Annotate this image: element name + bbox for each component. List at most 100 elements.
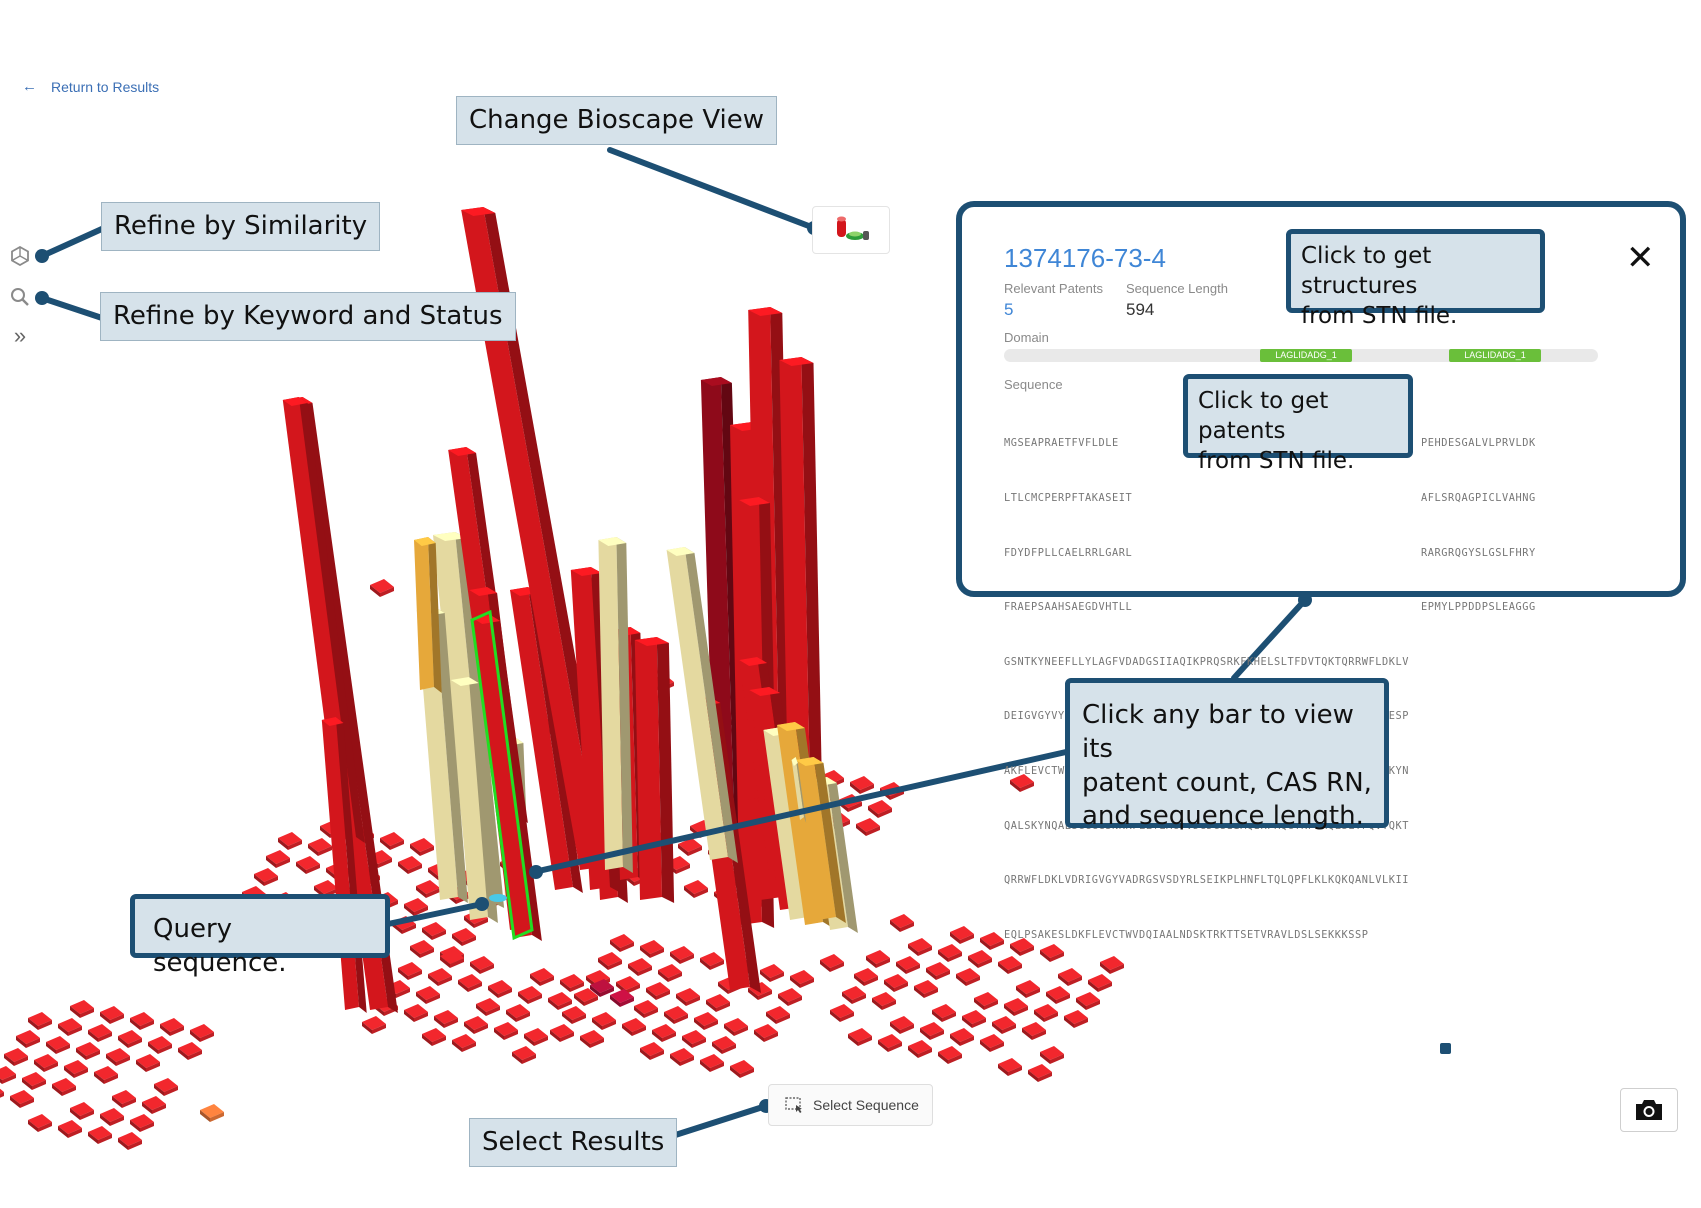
floor-tile[interactable] [700,952,724,970]
floor-tile[interactable] [938,1046,962,1064]
floor-tile[interactable] [88,1024,112,1042]
floor-tile[interactable] [1076,992,1100,1010]
domain-pill[interactable]: LAGLIDADG_1 [1260,349,1352,362]
floor-tile[interactable] [148,1036,172,1054]
floor-tile[interactable] [512,1046,536,1064]
query-sequence-highlight[interactable] [470,609,534,941]
floor-tile[interactable] [1088,974,1112,992]
select-sequence-button[interactable]: Select Sequence [768,1084,933,1126]
domain-pill[interactable]: LAGLIDADG_1 [1449,349,1541,362]
floor-tile[interactable] [28,1114,52,1132]
floor-tile[interactable] [160,1018,184,1036]
floor-tile[interactable] [868,800,892,818]
floor-tile[interactable] [1040,1046,1064,1064]
floor-tile[interactable] [398,962,422,980]
floor-tile[interactable] [628,958,652,976]
floor-tile[interactable] [58,1120,82,1138]
floor-tile[interactable] [404,898,428,916]
floor-tile[interactable] [592,1012,616,1030]
floor-tile[interactable] [854,968,878,986]
return-to-results-link[interactable]: ← Return to Results [22,78,159,95]
change-bioscape-view-button[interactable] [812,206,890,254]
floor-tile[interactable] [452,928,476,946]
sequence-bar[interactable] [666,547,738,863]
floor-tile[interactable] [872,992,896,1010]
floor-tile[interactable] [254,868,278,886]
floor-tile[interactable] [548,992,572,1010]
floor-tile[interactable] [646,982,670,1000]
floor-tile[interactable] [94,1066,118,1084]
floor-tile[interactable] [896,956,920,974]
floor-tile[interactable] [416,880,440,898]
floor-tile[interactable] [992,1016,1016,1034]
floor-tile[interactable] [640,1042,664,1060]
floor-tile[interactable] [1022,1022,1046,1040]
floor-tile[interactable] [530,968,554,986]
floor-tile[interactable] [908,938,932,956]
floor-tile[interactable] [422,1028,446,1046]
floor-tile[interactable] [790,970,814,988]
floor-tile[interactable] [76,1042,100,1060]
floor-tile[interactable] [850,776,874,794]
floor-tile[interactable] [550,1024,574,1042]
floor-tile[interactable] [434,1010,458,1028]
floor-tile[interactable] [1004,998,1028,1016]
floor-tile[interactable] [998,956,1022,974]
floor-tile[interactable] [46,1036,70,1054]
floor-tile[interactable] [64,1060,88,1078]
floor-tile[interactable] [404,1004,428,1022]
sequence-bar[interactable] [795,757,846,923]
sequence-bar[interactable] [282,397,365,843]
floor-tile[interactable] [766,1006,790,1024]
floor-tile[interactable] [416,986,440,1004]
floor-tile[interactable] [700,1054,724,1072]
relevant-patents-count[interactable]: 5 [1004,300,1014,319]
sequence-bar[interactable] [450,677,498,923]
floor-tile[interactable] [878,1034,902,1052]
floor-tile[interactable] [640,940,664,958]
floor-tile[interactable] [634,1000,658,1018]
close-icon[interactable]: ✕ [1626,239,1655,277]
floor-tile[interactable] [422,922,446,940]
floor-tile[interactable] [118,1030,142,1048]
floor-tile[interactable] [1028,1064,1052,1082]
floor-tile[interactable] [682,1030,706,1048]
floor-tile[interactable] [706,994,730,1012]
similarity-icon[interactable] [8,244,32,268]
floor-tile[interactable] [980,932,1004,950]
floor-tile[interactable] [842,986,866,1004]
floor-tile[interactable] [848,1028,872,1046]
floor-tile[interactable] [956,968,980,986]
floor-tile[interactable] [0,1066,16,1084]
floor-tile[interactable] [856,818,880,836]
floor-tile[interactable] [1010,938,1034,956]
floor-tile[interactable] [968,950,992,968]
floor-tile[interactable] [130,1114,154,1132]
floor-tile[interactable] [938,944,962,962]
floor-tile[interactable] [178,1042,202,1060]
floor-tile[interactable] [694,1012,718,1030]
floor-tile[interactable] [610,989,634,1007]
floor-tile[interactable] [28,1012,52,1030]
floor-tile[interactable] [0,1084,4,1102]
floor-tile[interactable] [106,1048,130,1066]
floor-tile[interactable] [428,968,452,986]
floor-tile[interactable] [1010,774,1034,792]
floor-tile[interactable] [130,1012,154,1030]
floor-tile[interactable] [398,856,422,874]
floor-tile[interactable] [610,934,634,952]
floor-tile[interactable] [470,956,494,974]
floor-tile[interactable] [830,1004,854,1022]
floor-tile[interactable] [652,1024,676,1042]
floor-tile[interactable] [524,1028,548,1046]
sequence-bar[interactable] [634,637,675,903]
floor-tile[interactable] [1016,980,1040,998]
floor-tile[interactable] [4,1048,28,1066]
floor-tile[interactable] [908,1040,932,1058]
floor-tile[interactable] [440,950,464,968]
floor-tile[interactable] [278,832,302,850]
floor-tile[interactable] [362,1016,386,1034]
floor-tile[interactable] [678,838,702,856]
floor-tile[interactable] [190,1024,214,1042]
